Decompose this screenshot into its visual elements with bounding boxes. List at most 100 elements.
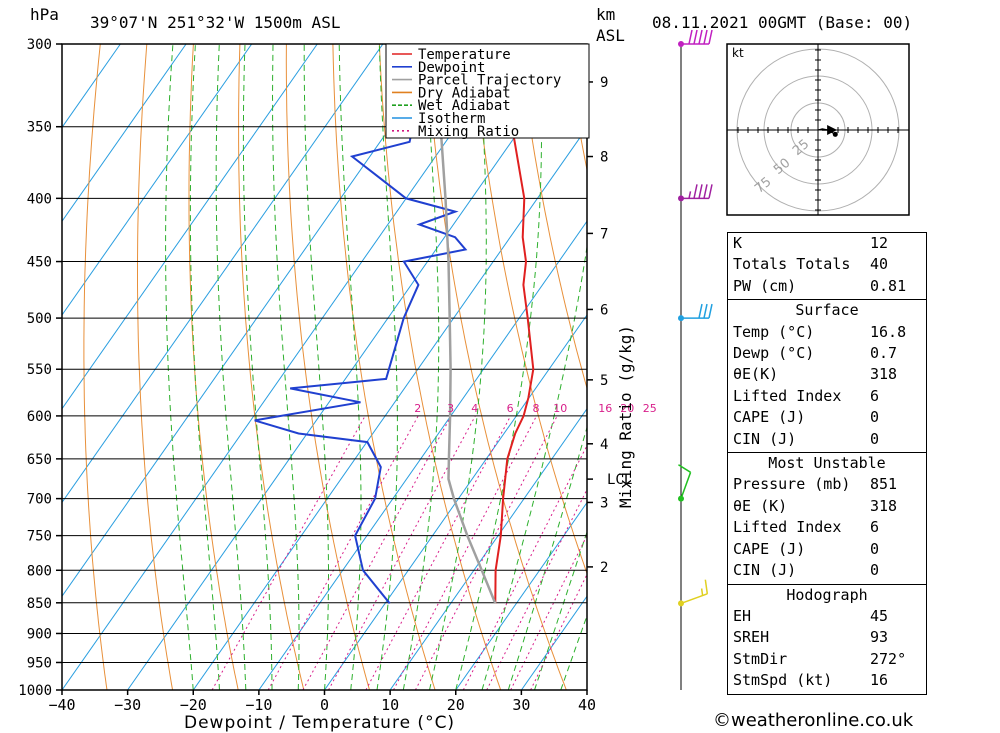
pressure-label: 650 — [27, 452, 52, 468]
stats-panel: K 12 Totals Totals 40 PW (cm) 0.81 Surface Te… — [727, 232, 927, 695]
height-tick-label: 4 — [600, 437, 608, 453]
asl-axis-title: ASL — [596, 26, 625, 45]
isotherm-line — [62, 44, 515, 690]
stat-value: 0 — [870, 561, 880, 580]
stat-row: K 12 — [728, 233, 926, 254]
stat-label: Pressure (mb) — [733, 475, 851, 494]
wet-adiabat-line — [242, 44, 273, 690]
wind-barb-flag — [693, 29, 698, 45]
pressure-label: 750 — [27, 529, 52, 545]
stat-row: Temp (°C) 16.8 — [728, 322, 926, 343]
dry-adiabat-line — [518, 44, 587, 390]
isotherm-line — [127, 44, 581, 690]
temperature-tick-label: −10 — [245, 696, 272, 714]
stat-label: K — [733, 234, 743, 252]
wet-adiabat-line — [376, 44, 398, 690]
mixing-ratio-label: 6 — [507, 402, 514, 415]
wet-adiabat-line — [455, 44, 542, 690]
stat-value: 0 — [870, 408, 880, 427]
most-unstable-title: Most Unstable — [768, 454, 886, 473]
isotherm-line — [455, 501, 587, 690]
height-tick-label: 6 — [600, 302, 608, 318]
stat-row: θE(K) 318 — [728, 364, 926, 385]
wet-adiabat-line — [271, 44, 300, 690]
wind-barb-half-flag — [688, 191, 692, 199]
stat-value: 0 — [870, 429, 880, 448]
hodograph-unit-label: kt — [732, 46, 744, 60]
stat-row: EH 45 — [728, 606, 926, 627]
stat-row: Lifted Index 6 — [728, 386, 926, 407]
stat-row: Pressure (mb) 851 — [728, 474, 926, 495]
series-parcel-trajectory — [439, 44, 497, 604]
wind-barb-flag — [688, 29, 693, 45]
wind-barb-flag — [678, 464, 691, 473]
wind-barb-flag — [703, 303, 708, 319]
isotherm-line — [62, 44, 318, 410]
wind-barb-shaft — [680, 472, 692, 499]
stat-row: CAPE (J) 0 — [728, 539, 926, 560]
height-tick-label: 2 — [600, 560, 608, 576]
isotherm-line — [62, 44, 384, 504]
stat-row: Lifted Index 6 — [728, 517, 926, 538]
pressure-label: 850 — [27, 596, 52, 612]
pressure-label: 600 — [27, 409, 52, 425]
stat-label: CAPE (J) — [733, 539, 806, 558]
stat-label: Dewp (°C) — [733, 344, 815, 363]
stat-row: StmSpd (kt) 16 — [728, 670, 926, 691]
hodograph-stats-title: Hodograph — [786, 585, 868, 604]
stat-label: Lifted Index — [733, 386, 842, 405]
surface-title: Surface — [795, 301, 859, 320]
stat-value: 6 — [870, 386, 880, 405]
pressure-label: 550 — [27, 362, 52, 378]
mixing-ratio-axis-label: Mixing Ratio (g/kg) — [616, 325, 635, 508]
pressure-label: 1000 — [18, 683, 52, 699]
location-title: 39°07'N 251°32'W 1500m ASL — [90, 13, 340, 32]
mixing-ratio-line — [211, 415, 366, 690]
x-axis-label: Dewpoint / Temperature (°C) — [184, 713, 455, 733]
stat-value: 272° — [870, 649, 907, 668]
mixing-ratio-label: 20 — [620, 402, 634, 415]
mixing-ratio-line — [462, 444, 587, 690]
pressure-label: 350 — [27, 120, 52, 136]
storm-motion-arrow-icon — [827, 125, 838, 135]
mixing-ratio-label: 3 — [447, 402, 454, 415]
pressure-label: 500 — [27, 311, 52, 327]
stat-label: EH — [733, 606, 752, 625]
wind-barb-flag — [708, 184, 713, 199]
stat-label: SREH — [733, 628, 770, 647]
stat-value: 318 — [870, 365, 898, 384]
wet-adiabat-line — [402, 44, 440, 690]
mixing-ratio-label: 16 — [598, 402, 612, 415]
height-km-axis: 9 8 7 6 5 4 3 2 LCL — [587, 75, 632, 576]
dry-adiabat-line — [984, 44, 1000, 690]
stat-value: 0.81 — [870, 276, 907, 295]
pressure-label: 700 — [27, 492, 52, 508]
wind-barb-shaft — [680, 593, 708, 605]
isotherm-line — [389, 407, 587, 690]
stat-value: 16 — [870, 671, 889, 690]
dry-adiabat-line — [83, 44, 108, 690]
isotherm-line — [324, 314, 587, 690]
stat-label: Lifted Index — [733, 518, 842, 537]
stat-label: CIN (J) — [733, 561, 797, 580]
isotherm-line — [62, 44, 187, 223]
temperature-tick-label: 40 — [578, 696, 596, 714]
stat-row: CIN (J) 0 — [728, 560, 926, 581]
wind-barb-flag — [703, 29, 708, 45]
hodograph-endpoint — [832, 131, 838, 137]
hpa-axis-title: hPa — [30, 5, 59, 24]
stat-label: StmSpd (kt) — [733, 671, 833, 690]
legend-label: Dry Adiabat — [418, 85, 511, 101]
dry-adiabat-line — [238, 44, 305, 690]
wind-barbs — [678, 29, 713, 690]
isotherms — [62, 44, 587, 690]
legend-label: Temperature — [418, 47, 511, 63]
wet-adiabat-line — [534, 530, 587, 690]
mixing-ratio-label: 4 — [471, 402, 478, 415]
stat-label: PW (cm) — [733, 276, 797, 295]
dry-adiabat-line — [378, 44, 502, 690]
pressure-label: 400 — [27, 191, 52, 207]
